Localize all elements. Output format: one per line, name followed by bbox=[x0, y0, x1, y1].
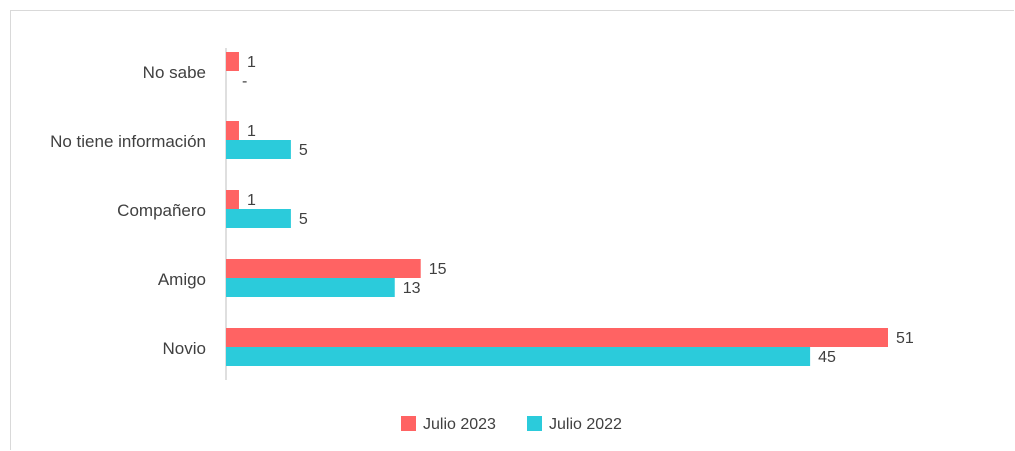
category-label: No sabe bbox=[143, 63, 206, 82]
category-label: Amigo bbox=[158, 270, 206, 289]
bar-julio-2022 bbox=[226, 347, 811, 366]
data-label: 1 bbox=[247, 123, 256, 140]
legend-label: Julio 2023 bbox=[423, 416, 496, 433]
data-label: 1 bbox=[247, 54, 256, 71]
legend-label: Julio 2022 bbox=[549, 416, 622, 433]
data-label: 5 bbox=[299, 211, 308, 228]
bar-julio-2023 bbox=[226, 52, 239, 71]
bar-julio-2023 bbox=[226, 121, 239, 140]
chart-frame bbox=[10, 10, 1014, 450]
bar-julio-2022 bbox=[226, 209, 291, 228]
data-label: 5 bbox=[299, 142, 308, 159]
bar-julio-2022 bbox=[226, 278, 395, 297]
data-label: - bbox=[242, 73, 247, 90]
data-label: 13 bbox=[403, 280, 421, 297]
data-label: 45 bbox=[818, 349, 836, 366]
bars-group bbox=[226, 52, 888, 366]
bar-julio-2022 bbox=[226, 140, 291, 159]
category-label: Novio bbox=[163, 339, 206, 358]
category-labels: No sabe No tiene información Compañero Amig… bbox=[50, 63, 206, 358]
data-label: 1 bbox=[247, 192, 256, 209]
legend-swatch bbox=[527, 416, 542, 431]
category-label: Compañero bbox=[117, 201, 206, 220]
category-label: No tiene información bbox=[50, 132, 206, 151]
bar-julio-2023 bbox=[226, 259, 421, 278]
bar-julio-2023 bbox=[226, 328, 888, 347]
data-label: 51 bbox=[896, 330, 914, 347]
data-label: 15 bbox=[429, 261, 447, 278]
bar-julio-2023 bbox=[226, 190, 239, 209]
legend-swatch bbox=[401, 416, 416, 431]
legend: Julio 2023 Julio 2022 bbox=[401, 416, 622, 433]
